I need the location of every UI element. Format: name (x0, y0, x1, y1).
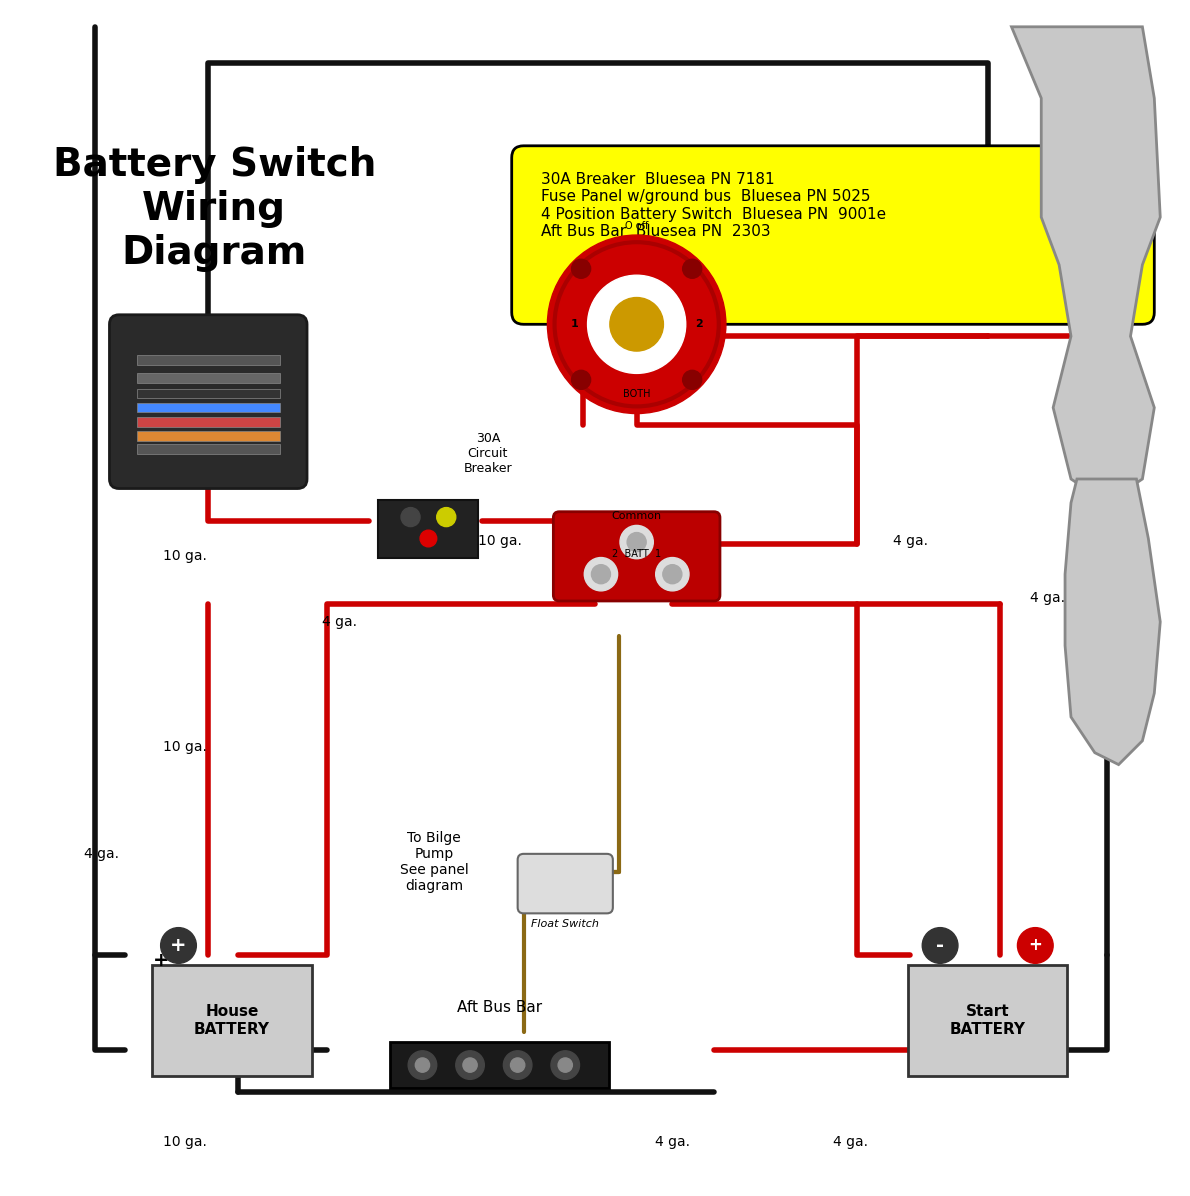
Text: 10 ga.: 10 ga. (163, 740, 206, 753)
Text: 4 ga.: 4 ga. (892, 533, 928, 548)
Text: +: + (170, 936, 187, 954)
Circle shape (161, 928, 196, 963)
Circle shape (401, 507, 420, 526)
Text: 4 ga.: 4 ga. (1029, 591, 1065, 605)
Text: 30A
Circuit
Breaker: 30A Circuit Breaker (464, 433, 512, 476)
Text: 10 ga.: 10 ga. (163, 549, 206, 563)
FancyBboxPatch shape (512, 146, 1154, 324)
Text: +: + (152, 952, 169, 970)
Circle shape (503, 1051, 532, 1079)
Text: 4 ga.: 4 ga. (83, 847, 119, 861)
Circle shape (663, 565, 682, 584)
Text: +: + (168, 936, 189, 962)
Circle shape (922, 928, 958, 963)
Text: Common: Common (612, 511, 662, 520)
FancyBboxPatch shape (137, 355, 280, 365)
FancyBboxPatch shape (109, 315, 307, 488)
Circle shape (547, 236, 726, 414)
Text: Float Switch: Float Switch (531, 920, 600, 929)
Circle shape (456, 1051, 484, 1079)
Circle shape (558, 1058, 572, 1073)
FancyBboxPatch shape (137, 403, 280, 413)
Circle shape (627, 532, 646, 551)
Circle shape (683, 371, 702, 390)
Text: Battery Switch
Wiring
Diagram: Battery Switch Wiring Diagram (52, 146, 376, 271)
Text: 4 ga.: 4 ga. (321, 615, 357, 629)
FancyBboxPatch shape (908, 964, 1067, 1076)
Polygon shape (1012, 26, 1160, 502)
Text: Aft Bus Bar: Aft Bus Bar (457, 1000, 543, 1014)
Circle shape (571, 260, 590, 279)
Circle shape (620, 525, 653, 559)
Circle shape (591, 565, 610, 584)
FancyBboxPatch shape (378, 500, 478, 559)
FancyBboxPatch shape (137, 417, 280, 427)
FancyBboxPatch shape (390, 1042, 609, 1088)
Text: 4 ga.: 4 ga. (833, 1135, 869, 1149)
FancyBboxPatch shape (137, 432, 280, 441)
FancyBboxPatch shape (152, 964, 312, 1076)
Text: Start
BATTERY: Start BATTERY (950, 1005, 1026, 1037)
Text: 4 ga.: 4 ga. (654, 1135, 690, 1149)
Circle shape (588, 275, 685, 373)
Text: 10 ga.: 10 ga. (478, 533, 521, 548)
Circle shape (463, 1058, 477, 1073)
Circle shape (656, 557, 689, 591)
Circle shape (437, 507, 456, 526)
Circle shape (551, 1051, 580, 1079)
Polygon shape (1065, 480, 1160, 764)
Text: 30A Breaker  Bluesea PN 7181
Fuse Panel w/ground bus  Bluesea PN 5025
4 Position: 30A Breaker Bluesea PN 7181 Fuse Panel w… (541, 172, 887, 239)
Circle shape (584, 557, 618, 591)
Text: 2: 2 (695, 319, 703, 329)
FancyBboxPatch shape (518, 854, 613, 914)
Circle shape (511, 1058, 525, 1073)
Text: House
BATTERY: House BATTERY (194, 1005, 270, 1037)
Circle shape (1017, 928, 1053, 963)
Circle shape (683, 260, 702, 279)
Text: To Bilge
Pump
See panel
diagram: To Bilge Pump See panel diagram (400, 831, 469, 893)
Circle shape (610, 298, 664, 352)
Circle shape (415, 1058, 430, 1073)
Text: -: - (937, 936, 944, 954)
FancyBboxPatch shape (137, 389, 280, 398)
FancyBboxPatch shape (137, 373, 280, 383)
Text: 1: 1 (570, 319, 578, 329)
Text: O off: O off (625, 220, 649, 231)
FancyBboxPatch shape (553, 512, 720, 600)
Text: 10 ga.: 10 ga. (163, 1135, 206, 1149)
Text: BOTH: BOTH (622, 389, 651, 398)
FancyBboxPatch shape (137, 445, 280, 454)
Circle shape (408, 1051, 437, 1079)
Text: +: + (1028, 936, 1042, 954)
Circle shape (420, 530, 437, 547)
Text: 2  BATT  1: 2 BATT 1 (612, 549, 662, 559)
Circle shape (571, 371, 590, 390)
